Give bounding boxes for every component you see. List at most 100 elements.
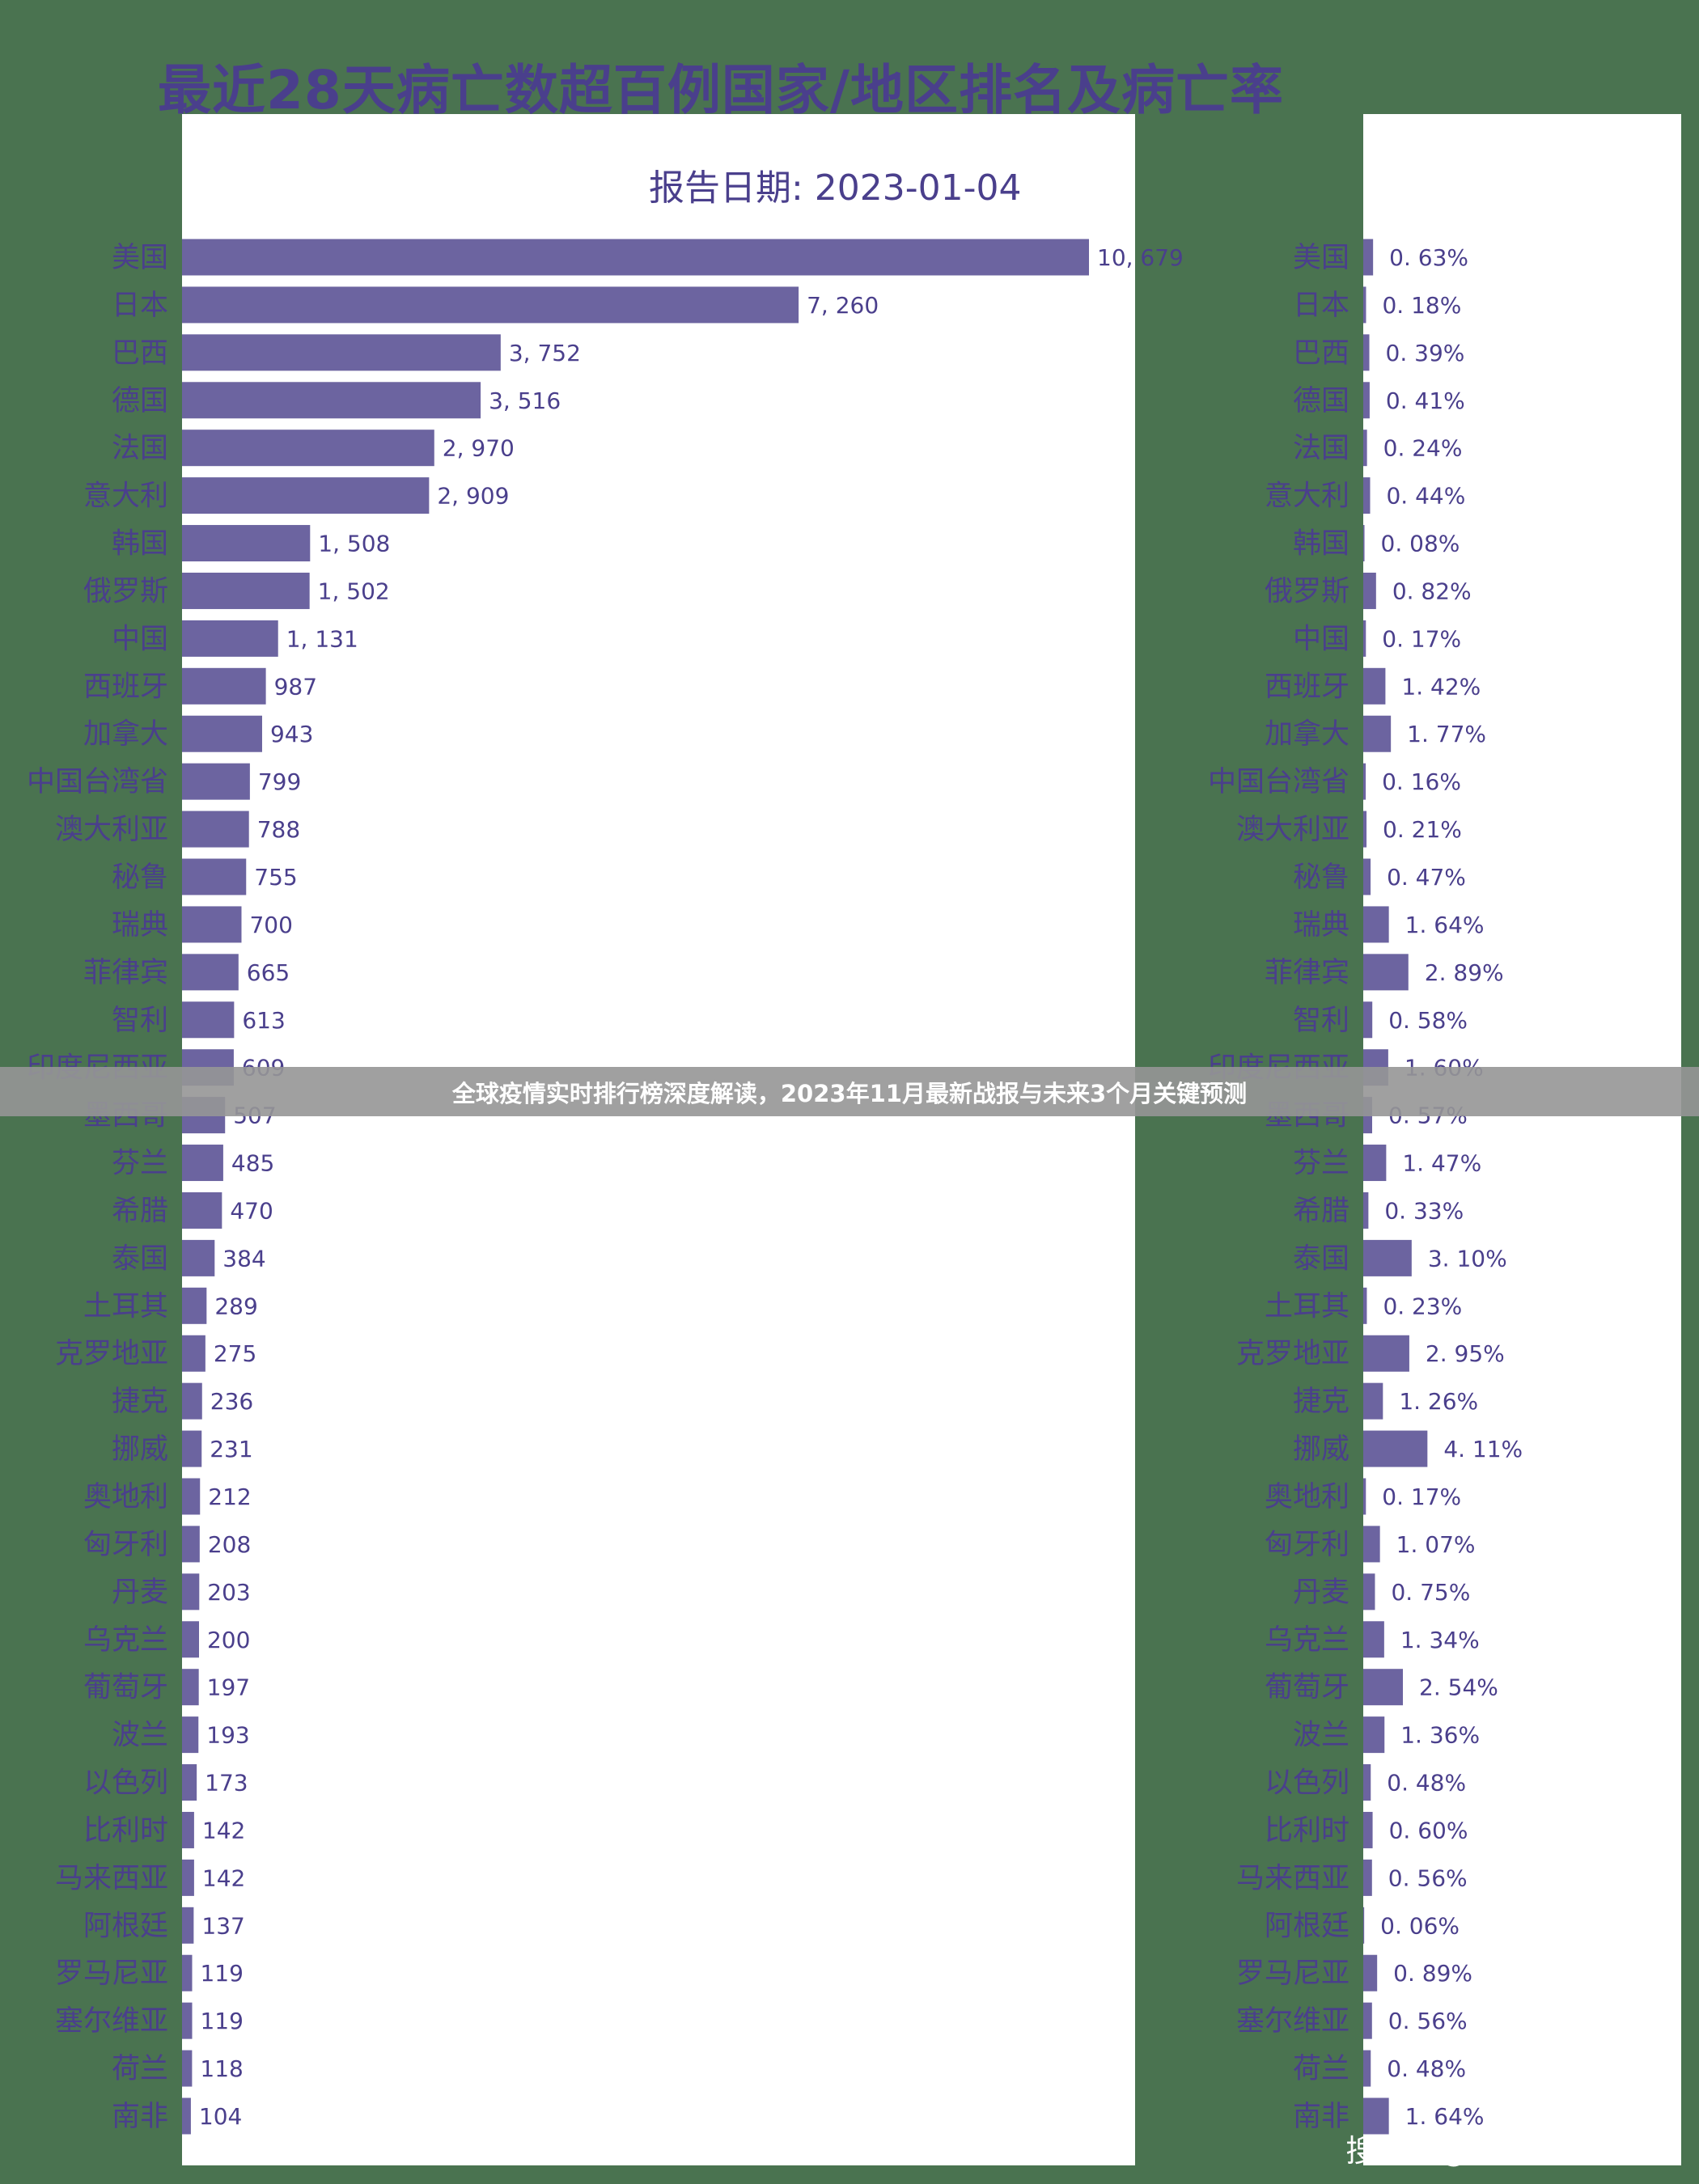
country-label: 丹麦 [112, 1577, 168, 1609]
rate-value-label: 1. 34% [1400, 1627, 1480, 1653]
chart-title: 最近28天病亡数超百例国家/地区排名及病亡率 [158, 59, 1284, 121]
country-label: 奥地利 [1265, 1481, 1349, 1513]
rate-value-label: 0. 17% [1382, 1484, 1461, 1510]
deaths-value-label: 208 [208, 1531, 251, 1558]
deaths-value-label: 613 [242, 1007, 285, 1034]
country-label: 加拿大 [1265, 718, 1349, 751]
rate-bar [1363, 715, 1392, 752]
rate-bar [1363, 239, 1374, 276]
deaths-value-label: 142 [202, 1864, 245, 1891]
deaths-bar [182, 1382, 202, 1420]
deaths-bar [182, 1526, 200, 1563]
rate-value-label: 0. 16% [1382, 768, 1461, 795]
deaths-bar [182, 620, 278, 657]
country-label: 俄罗斯 [83, 575, 168, 607]
rate-value-label: 0. 56% [1388, 2008, 1468, 2034]
fatality-rate-panel [1363, 114, 1681, 2165]
deaths-value-label: 1, 508 [318, 531, 390, 557]
deaths-bar [182, 1191, 222, 1229]
country-label: 菲律宾 [1265, 957, 1349, 989]
rate-bar [1363, 1859, 1372, 1896]
rate-bar [1363, 477, 1371, 514]
rate-value-label: 0. 06% [1380, 1912, 1460, 1939]
rate-value-label: 0. 48% [1387, 1770, 1466, 1797]
deaths-bar [182, 1954, 193, 1991]
country-label: 中国台湾省 [1208, 766, 1349, 798]
rate-value-label: 3. 10% [1428, 1245, 1507, 1272]
country-label: 法国 [1293, 433, 1349, 465]
country-label: 丹麦 [1293, 1577, 1349, 1609]
rate-bar [1363, 1669, 1404, 1706]
rate-value-label: 1. 42% [1401, 673, 1481, 700]
deaths-value-label: 119 [200, 2008, 243, 2034]
deaths-value-label: 200 [207, 1627, 250, 1653]
rate-bar [1363, 525, 1365, 562]
rate-value-label: 0. 44% [1386, 483, 1465, 510]
deaths-value-label: 2, 909 [437, 483, 509, 510]
deaths-value-label: 700 [249, 912, 292, 938]
rate-bar [1363, 811, 1367, 848]
rate-value-label: 0. 48% [1387, 2055, 1466, 2082]
rate-value-label: 4. 11% [1443, 1436, 1523, 1462]
deaths-value-label: 7, 260 [807, 292, 879, 319]
country-label: 芬兰 [112, 1148, 168, 1180]
rate-value-label: 2. 54% [1419, 1674, 1498, 1701]
country-label: 法国 [112, 433, 168, 465]
country-label: 希腊 [112, 1195, 168, 1227]
deaths-bar [182, 763, 250, 800]
rate-bar [1363, 1478, 1366, 1515]
deaths-bar [182, 858, 247, 895]
deaths-value-label: 118 [200, 2055, 243, 2082]
deaths-value-label: 10, 679 [1097, 244, 1184, 271]
rate-value-label: 1. 07% [1396, 1531, 1476, 1558]
country-label: 西班牙 [83, 671, 168, 703]
country-label: 土耳其 [83, 1290, 168, 1323]
deaths-value-label: 3, 516 [489, 387, 561, 414]
rate-value-label: 2. 89% [1425, 959, 1504, 986]
rate-bar [1363, 763, 1366, 800]
country-label: 比利时 [83, 1814, 168, 1847]
deaths-bar [182, 1430, 202, 1467]
deaths-bar [182, 1287, 207, 1324]
deaths-bar [182, 1239, 215, 1276]
deaths-value-label: 799 [258, 768, 301, 795]
country-label: 韩国 [112, 528, 168, 561]
deaths-value-label: 119 [200, 1960, 243, 1987]
deaths-bar [182, 430, 434, 467]
rate-value-label: 0. 60% [1389, 1817, 1468, 1843]
deaths-value-label: 987 [274, 673, 317, 700]
rate-bar [1363, 620, 1366, 657]
country-label: 塞尔维亚 [1236, 2005, 1349, 2038]
rate-bar [1363, 1239, 1412, 1276]
country-label: 巴西 [1293, 337, 1349, 370]
deaths-value-label: 1, 502 [318, 578, 390, 604]
deaths-bar [182, 1764, 197, 1801]
rate-value-label: 0. 58% [1388, 1007, 1468, 1034]
country-label: 荷兰 [112, 2053, 168, 2085]
deaths-value-label: 203 [207, 1579, 250, 1606]
country-label: 智利 [1293, 1005, 1349, 1037]
rate-value-label: 1. 77% [1407, 721, 1486, 747]
deaths-value-label: 231 [210, 1436, 252, 1462]
deaths-bar [182, 715, 262, 752]
rate-value-label: 0. 24% [1383, 435, 1463, 462]
rate-bar [1363, 1191, 1369, 1229]
deaths-bar [182, 382, 481, 419]
rate-bar [1363, 1764, 1371, 1801]
country-label: 意大利 [83, 480, 168, 513]
rate-value-label: 0. 75% [1391, 1579, 1470, 1606]
deaths-bar [182, 334, 501, 371]
deaths-value-label: 384 [222, 1245, 265, 1272]
deaths-bar [182, 1669, 199, 1706]
rate-value-label: 0. 89% [1393, 1960, 1472, 1987]
rate-value-label: 1. 47% [1402, 1150, 1481, 1177]
country-label: 乌克兰 [1265, 1624, 1349, 1657]
headline-banner[interactable]: 全球疫情实时排行榜深度解读，2023年11月最新战报与未来3个月关键预测 [0, 1067, 1699, 1116]
rate-value-label: 1. 36% [1400, 1722, 1480, 1749]
country-label: 葡萄牙 [1265, 1672, 1349, 1704]
country-label: 泰国 [1293, 1242, 1349, 1275]
country-label: 波兰 [112, 1720, 168, 1752]
country-label: 奥地利 [83, 1481, 168, 1513]
country-label: 匈牙利 [1265, 1529, 1349, 1561]
